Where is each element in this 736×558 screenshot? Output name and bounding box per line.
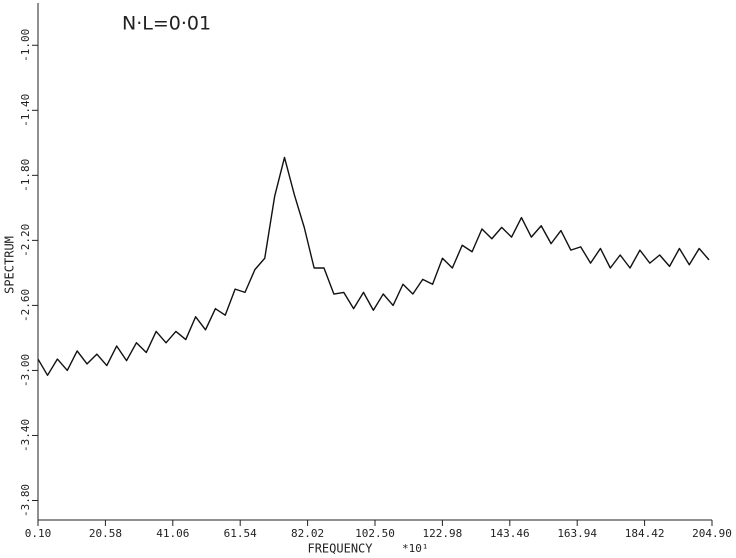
y-tick-label: -1.80	[19, 159, 32, 192]
x-tick-label: 122.98	[423, 527, 463, 540]
y-tick-label: -1.00	[19, 29, 32, 62]
y-tick-label: -1.40	[19, 94, 32, 127]
annotation: N·L=0·01	[122, 13, 211, 35]
y-tick-label: -3.00	[19, 354, 32, 387]
x-tick-label: 20.58	[89, 527, 122, 540]
x-tick-label: 204.90	[692, 527, 732, 540]
y-tick-label: -3.40	[19, 419, 32, 452]
x-tick-label: 163.94	[557, 527, 597, 540]
x-axis-label: FREQUENCY	[307, 542, 373, 556]
y-tick-label: -2.60	[19, 289, 32, 322]
spectrum-line	[37, 156, 710, 377]
y-tick-label: -3.80	[19, 484, 32, 517]
x-tick-label: 0.10	[25, 527, 52, 540]
x-tick-label: 82.02	[291, 527, 324, 540]
x-tick-label: 61.54	[224, 527, 257, 540]
x-multiplier: *10¹	[402, 542, 429, 555]
x-tick-label: 143.46	[490, 527, 530, 540]
x-tick-label: 102.50	[355, 527, 395, 540]
x-tick-label: 184.42	[625, 527, 665, 540]
x-tick-label: 41.06	[156, 527, 189, 540]
y-axis-label: SPECTRUM	[3, 236, 17, 294]
y-tick-label: -2.20	[19, 224, 32, 257]
